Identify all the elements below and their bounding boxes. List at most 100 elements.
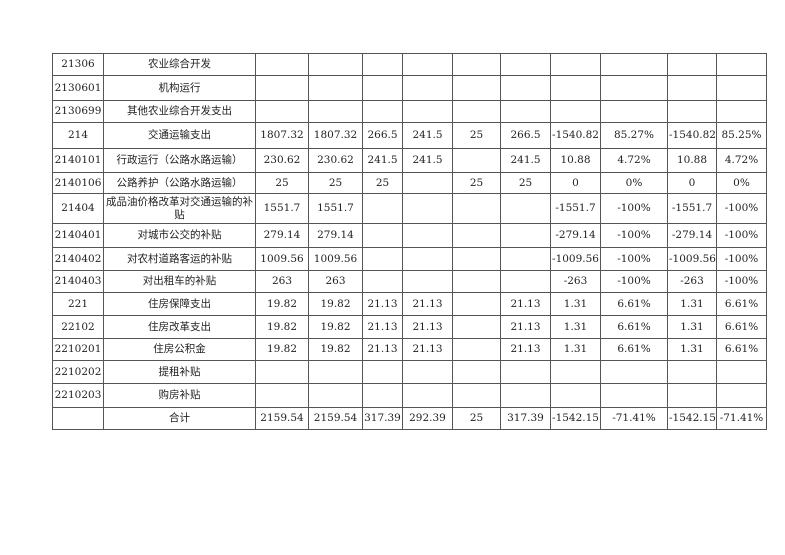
value-cell — [402, 383, 453, 408]
value-cell — [452, 270, 501, 293]
value-cell — [452, 53, 501, 76]
value-cell: 19.82 — [255, 292, 309, 316]
value-cell — [550, 75, 601, 101]
value-cell — [500, 383, 551, 408]
value-cell — [550, 53, 601, 76]
budget-table: 21306 农业综合开发 2130601 机构运行 2130699 其他农业综合开发支出 2… — [52, 53, 767, 430]
value-cell: 25 — [362, 172, 403, 194]
value-cell — [402, 193, 453, 224]
value-cell: 21.13 — [402, 338, 453, 361]
value-cell: 25 — [500, 172, 551, 194]
value-cell — [402, 75, 453, 101]
value-cell — [500, 247, 551, 271]
value-cell: 2159.54 — [255, 407, 309, 430]
table-row: 合计 2159.54 2159.54 317.39 292.39 25 317.39 -154… — [52, 407, 767, 430]
value-cell — [716, 75, 767, 101]
value-cell: 1009.56 — [308, 247, 363, 271]
value-cell: 6.61% — [600, 338, 668, 361]
value-cell: 279.14 — [255, 223, 309, 248]
value-cell — [402, 270, 453, 293]
name-cell: 其他农业综合开发支出 — [103, 100, 256, 123]
value-cell — [667, 100, 717, 123]
value-cell: 266.5 — [500, 122, 551, 149]
value-cell — [452, 223, 501, 248]
code-cell: 22102 — [52, 315, 104, 339]
value-cell — [500, 223, 551, 248]
value-cell: 0% — [716, 172, 767, 194]
value-cell — [500, 100, 551, 123]
value-cell: -1551.7 — [667, 193, 717, 224]
value-cell: -100% — [716, 247, 767, 271]
code-cell: 221 — [52, 292, 104, 316]
value-cell — [362, 53, 403, 76]
code-cell: 2140101 — [52, 148, 104, 173]
value-cell — [550, 383, 601, 408]
name-cell: 交通运输支出 — [103, 122, 256, 149]
value-cell — [716, 53, 767, 76]
value-cell — [402, 360, 453, 384]
table-row: 2140402 对农村道路客运的补贴 1009.56 1009.56 -1009.56-… — [52, 247, 767, 271]
value-cell — [667, 53, 717, 76]
value-cell: -1009.56 — [550, 247, 601, 271]
value-cell: -1540.82 — [667, 122, 717, 149]
value-cell — [362, 75, 403, 101]
value-cell — [308, 360, 363, 384]
value-cell: 1807.32 — [255, 122, 309, 149]
value-cell — [600, 360, 668, 384]
table-row: 2210201 住房公积金 19.82 19.82 21.13 21.13 21.13 1.3… — [52, 338, 767, 361]
value-cell: 317.39 — [500, 407, 551, 430]
value-cell — [452, 100, 501, 123]
value-cell — [255, 75, 309, 101]
value-cell: 1551.7 — [255, 193, 309, 224]
value-cell: 263 — [308, 270, 363, 293]
value-cell — [402, 223, 453, 248]
value-cell: 21.13 — [362, 315, 403, 339]
value-cell: 266.5 — [362, 122, 403, 149]
value-cell: 241.5 — [402, 122, 453, 149]
value-cell — [362, 223, 403, 248]
value-cell — [452, 292, 501, 316]
code-cell: 2140106 — [52, 172, 104, 194]
value-cell — [452, 148, 501, 173]
value-cell — [716, 360, 767, 384]
value-cell: -1542.15 — [667, 407, 717, 430]
value-cell — [402, 247, 453, 271]
code-cell: 21404 — [52, 193, 104, 224]
value-cell: 21.13 — [402, 292, 453, 316]
value-cell — [667, 383, 717, 408]
value-cell: 1.31 — [550, 315, 601, 339]
table-row: 22102 住房改革支出 19.82 19.82 21.13 21.13 21.13 1.31… — [52, 315, 767, 339]
value-cell: 1551.7 — [308, 193, 363, 224]
table-row: 2140401 对城市公交的补贴 279.14 279.14 -279.14 -100% -… — [52, 223, 767, 248]
code-cell: 2210202 — [52, 360, 104, 384]
table-row: 2130601 机构运行 — [52, 75, 767, 101]
value-cell: -1540.82 — [550, 122, 601, 149]
value-cell: -1009.56 — [667, 247, 717, 271]
value-cell: 85.27% — [600, 122, 668, 149]
table-row: 2130699 其他农业综合开发支出 — [52, 100, 767, 123]
value-cell: 241.5 — [500, 148, 551, 173]
value-cell: 19.82 — [255, 315, 309, 339]
value-cell: 1.31 — [550, 338, 601, 361]
value-cell — [308, 383, 363, 408]
value-cell — [308, 53, 363, 76]
value-cell: 1.31 — [667, 292, 717, 316]
value-cell: -71.41% — [716, 407, 767, 430]
value-cell: 25 — [255, 172, 309, 194]
value-cell: 0 — [550, 172, 601, 194]
value-cell — [500, 53, 551, 76]
value-cell: 230.62 — [255, 148, 309, 173]
value-cell: 2159.54 — [308, 407, 363, 430]
table-row: 221 住房保障支出 19.82 19.82 21.13 21.13 21.13 1.31 6.… — [52, 292, 767, 316]
value-cell: 241.5 — [402, 148, 453, 173]
value-cell — [255, 360, 309, 384]
value-cell: 6.61% — [716, 315, 767, 339]
value-cell: -100% — [716, 193, 767, 224]
value-cell: 1.31 — [667, 315, 717, 339]
value-cell: -263 — [550, 270, 601, 293]
value-cell — [362, 247, 403, 271]
value-cell: 19.82 — [255, 338, 309, 361]
table-row: 2140403 对出租车的补贴 263 263 -263 -100% -263 -100% — [52, 270, 767, 293]
code-cell: 21306 — [52, 53, 104, 76]
value-cell: 25 — [308, 172, 363, 194]
